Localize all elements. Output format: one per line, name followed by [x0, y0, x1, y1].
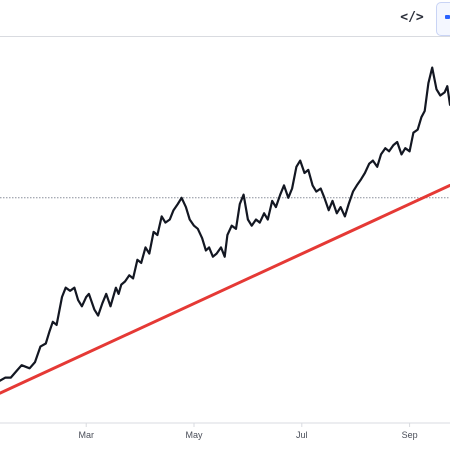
panel-icon [445, 15, 450, 19]
x-tick-label: Sep [402, 430, 418, 440]
embed-code-icon[interactable]: </> [400, 9, 424, 25]
trendline-series [0, 183, 450, 395]
series-layer [0, 66, 450, 395]
chart-toolbar: </> [0, 0, 450, 36]
x-tick-label: Mar [78, 430, 94, 440]
price-series-line [0, 66, 450, 382]
panel-toggle-button[interactable] [436, 2, 450, 36]
x-axis-ticks: Mar May Jul Sep [78, 423, 418, 440]
x-tick-label: May [186, 430, 204, 440]
x-tick-label: Jul [296, 430, 308, 440]
chart-top-border [0, 36, 450, 37]
